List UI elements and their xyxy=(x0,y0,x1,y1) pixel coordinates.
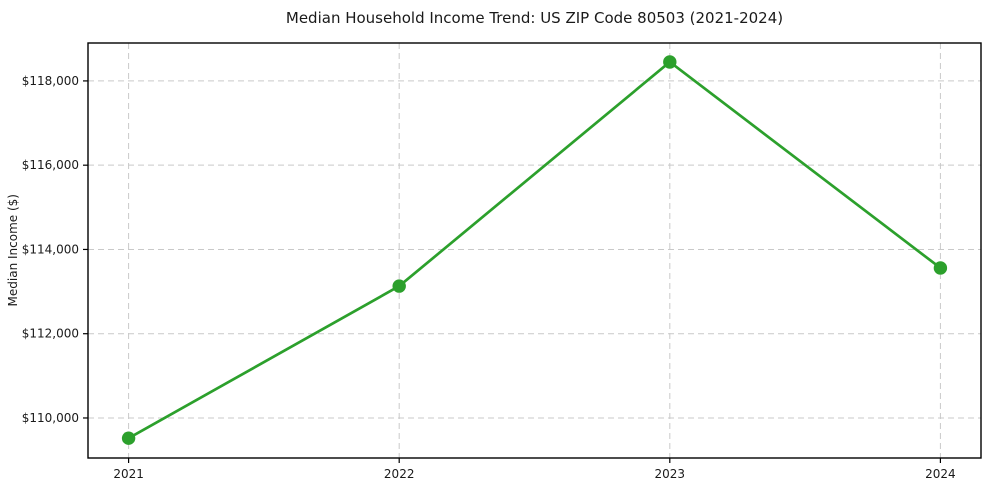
y-axis-label-wrap: Median Income ($) xyxy=(2,43,24,458)
x-tick-label: 2024 xyxy=(925,467,956,481)
y-tick-label: $116,000 xyxy=(22,158,79,172)
data-point xyxy=(933,261,948,275)
y-tick-label: $110,000 xyxy=(22,411,79,425)
data-point xyxy=(121,431,136,445)
x-tick-label: 2022 xyxy=(384,467,415,481)
chart-title: Median Household Income Trend: US ZIP Co… xyxy=(285,9,784,27)
y-tick-label: $112,000 xyxy=(22,327,79,341)
y-tick-label: $118,000 xyxy=(22,74,79,88)
x-tick-label: 2023 xyxy=(655,467,686,481)
trend-line xyxy=(127,60,942,440)
y-axis-label: Median Income ($) xyxy=(6,194,20,307)
data-point xyxy=(392,279,406,293)
y-tick-label: $114,000 xyxy=(22,242,79,256)
data-point xyxy=(663,55,677,69)
x-tick-label: 2021 xyxy=(113,467,144,481)
plot-border xyxy=(87,42,982,459)
